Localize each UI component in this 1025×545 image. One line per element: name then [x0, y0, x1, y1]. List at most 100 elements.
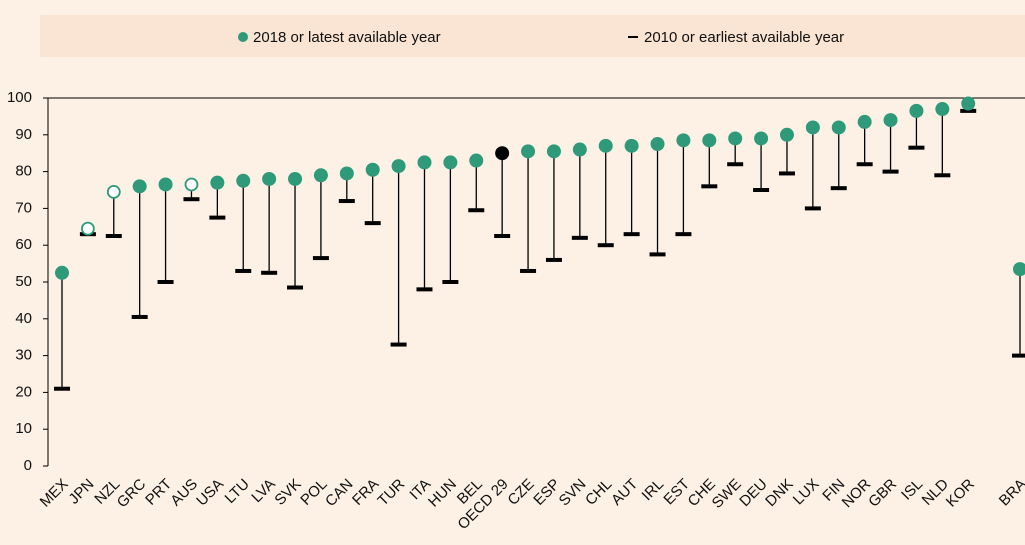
x-tick-label: TUR [374, 475, 408, 509]
latest-marker [158, 177, 173, 192]
y-tick-label: 30 [15, 347, 32, 364]
y-tick-label: 90 [15, 126, 32, 143]
y-tick-label: 70 [15, 199, 32, 216]
earliest-marker [934, 173, 951, 178]
earliest-marker [468, 208, 485, 213]
earliest-marker [727, 162, 744, 167]
x-tick-label: EST [660, 476, 693, 509]
latest-marker [831, 120, 846, 135]
earliest-marker [520, 268, 537, 273]
latest-marker [210, 175, 225, 190]
legend-label: 2010 or earliest available year [644, 29, 844, 46]
latest-marker [935, 102, 950, 117]
latest-marker [702, 133, 717, 148]
x-tick-label: MEX [37, 476, 72, 511]
latest-marker [624, 138, 639, 153]
latest-marker [495, 146, 510, 161]
earliest-marker [649, 252, 666, 257]
x-tick-label: JPN [65, 476, 97, 508]
x-tick-label: FRA [349, 476, 382, 509]
y-tick-label: 10 [15, 420, 32, 437]
y-tick-label: 60 [15, 236, 32, 253]
earliest-marker [105, 234, 122, 238]
earliest-marker [131, 314, 148, 319]
latest-marker [236, 173, 251, 188]
earliest-marker [157, 280, 174, 284]
x-tick-label: BRA [996, 476, 1025, 510]
earliest-marker [675, 232, 692, 237]
earliest-marker [701, 184, 718, 189]
y-tick-label: 80 [15, 163, 32, 180]
earliest-marker [209, 215, 226, 220]
x-tick-label: SVK [271, 476, 304, 509]
earliest-marker [778, 171, 795, 176]
earliest-marker [183, 197, 200, 202]
latest-marker [262, 171, 277, 186]
latest-marker [883, 113, 898, 128]
x-tick-label: LUX [790, 476, 823, 509]
y-tick-label: 40 [15, 310, 32, 327]
latest-marker [313, 168, 328, 183]
x-tick-label: AUT [608, 476, 641, 509]
earliest-marker [908, 145, 925, 150]
earliest-marker [287, 285, 304, 290]
earliest-marker [623, 232, 640, 237]
x-tick-label: CAN [322, 476, 356, 510]
x-tick-label: AUS [167, 476, 201, 510]
x-tick-label: DNK [762, 476, 796, 510]
x-tick-label: LVA [248, 476, 279, 507]
earliest-marker [830, 186, 847, 191]
earliest-marker [390, 342, 407, 347]
y-tick-label: 50 [15, 273, 32, 290]
latest-marker [288, 171, 303, 186]
latest-marker [391, 159, 406, 174]
earliest-marker [1012, 353, 1025, 358]
latest-marker [417, 155, 432, 170]
earliest-marker [494, 234, 511, 238]
x-tick-label: CHL [582, 476, 615, 509]
latest-marker [184, 177, 199, 192]
latest-marker [650, 137, 665, 151]
x-tick-label: LTU [222, 476, 253, 507]
latest-marker [1013, 262, 1025, 277]
latest-marker [106, 184, 121, 199]
latest-marker [55, 265, 69, 280]
earliest-marker [597, 243, 614, 248]
earliest-marker [54, 386, 70, 391]
x-tick-label: DEU [736, 476, 770, 510]
earliest-marker [804, 206, 821, 211]
latest-marker [779, 127, 794, 142]
earliest-marker [364, 221, 381, 226]
x-tick-label: POL [297, 476, 330, 509]
latest-marker [443, 155, 458, 170]
latest-marker [598, 138, 613, 153]
earliest-marker [753, 188, 770, 192]
latest-marker [572, 142, 587, 157]
legend-band [40, 15, 1025, 57]
earliest-marker [312, 256, 329, 261]
x-tick-label: HUN [425, 476, 460, 511]
earliest-marker [571, 235, 588, 240]
latest-marker [728, 131, 743, 146]
y-tick-label: 100 [7, 89, 32, 106]
legend-marker [238, 32, 248, 42]
earliest-marker [235, 268, 252, 273]
earliest-marker [338, 199, 355, 204]
earliest-marker [261, 270, 278, 275]
x-tick-label: USA [193, 476, 227, 510]
latest-marker [805, 120, 820, 135]
x-tick-label: PRT [142, 476, 175, 509]
latest-marker [754, 131, 769, 146]
earliest-marker [960, 108, 977, 113]
x-tick-label: CZE [504, 476, 537, 509]
x-tick-label: ESP [530, 476, 563, 509]
earliest-marker [442, 280, 459, 284]
latest-marker [961, 96, 976, 111]
latest-marker [469, 153, 484, 168]
latest-marker [521, 144, 536, 159]
y-tick-label: 0 [24, 457, 32, 474]
latest-marker [857, 114, 872, 129]
legend-label: 2018 or latest available year [253, 29, 441, 46]
latest-marker [546, 144, 561, 159]
